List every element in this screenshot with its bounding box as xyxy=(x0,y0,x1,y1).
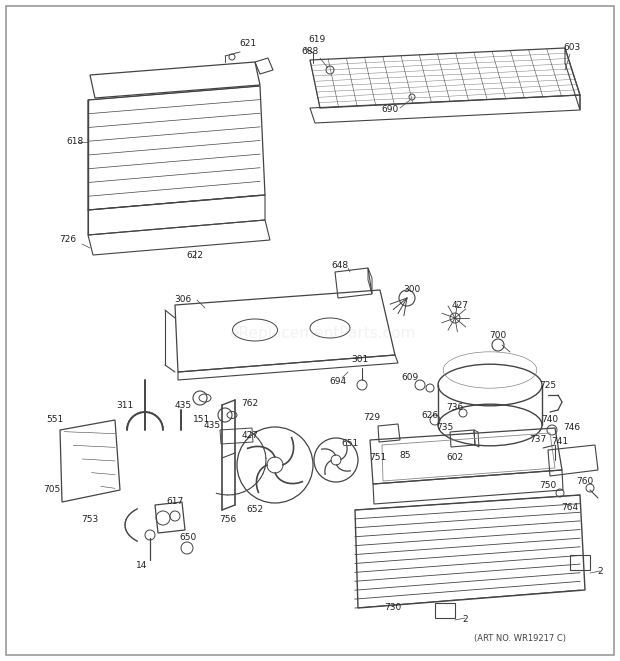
Text: 725: 725 xyxy=(539,381,557,389)
Text: 650: 650 xyxy=(179,533,197,541)
Text: 626: 626 xyxy=(422,410,438,420)
Text: 427: 427 xyxy=(242,430,259,440)
Text: 14: 14 xyxy=(136,561,148,570)
Text: 85: 85 xyxy=(399,451,410,459)
Text: 300: 300 xyxy=(404,286,420,295)
Text: 756: 756 xyxy=(219,516,237,524)
Bar xyxy=(570,555,590,570)
Text: 688: 688 xyxy=(301,48,319,56)
Text: 301: 301 xyxy=(352,356,369,364)
Text: 621: 621 xyxy=(239,40,257,48)
Text: 427: 427 xyxy=(451,301,469,311)
Text: eReplacementParts.com: eReplacementParts.com xyxy=(229,327,415,341)
Text: 622: 622 xyxy=(187,251,203,260)
Text: 737: 737 xyxy=(529,436,547,444)
Text: 619: 619 xyxy=(308,36,326,44)
Text: 306: 306 xyxy=(174,295,192,305)
Text: 603: 603 xyxy=(564,44,580,52)
Text: 651: 651 xyxy=(342,438,358,447)
Text: (ART NO. WR19217 C): (ART NO. WR19217 C) xyxy=(474,635,566,644)
Text: 730: 730 xyxy=(384,603,402,613)
Text: 740: 740 xyxy=(541,416,559,424)
Text: 700: 700 xyxy=(489,330,507,340)
Text: 551: 551 xyxy=(46,416,64,424)
Text: 751: 751 xyxy=(370,453,387,463)
Text: 741: 741 xyxy=(551,438,569,446)
Text: 648: 648 xyxy=(332,260,348,270)
Text: 602: 602 xyxy=(446,453,464,463)
Text: 762: 762 xyxy=(241,399,259,407)
Text: 435: 435 xyxy=(203,420,221,430)
Text: 435: 435 xyxy=(174,401,192,410)
Text: 746: 746 xyxy=(564,424,580,432)
Text: 764: 764 xyxy=(562,504,578,512)
Text: 2: 2 xyxy=(597,568,603,576)
Text: 2: 2 xyxy=(462,615,468,625)
Text: 617: 617 xyxy=(166,498,184,506)
Text: 726: 726 xyxy=(60,235,76,245)
Text: 618: 618 xyxy=(66,137,84,147)
Bar xyxy=(435,603,455,618)
Text: 750: 750 xyxy=(539,481,557,490)
Text: 705: 705 xyxy=(43,485,61,494)
Text: 151: 151 xyxy=(193,416,211,424)
Text: 760: 760 xyxy=(577,477,593,486)
Text: 311: 311 xyxy=(117,401,134,410)
Text: 690: 690 xyxy=(381,106,399,114)
Text: 735: 735 xyxy=(436,424,454,432)
Text: 609: 609 xyxy=(401,373,418,383)
Text: 729: 729 xyxy=(363,414,381,422)
Text: 652: 652 xyxy=(246,506,264,514)
Text: 753: 753 xyxy=(81,516,99,524)
Text: 736: 736 xyxy=(446,403,464,412)
Text: 694: 694 xyxy=(329,377,347,387)
